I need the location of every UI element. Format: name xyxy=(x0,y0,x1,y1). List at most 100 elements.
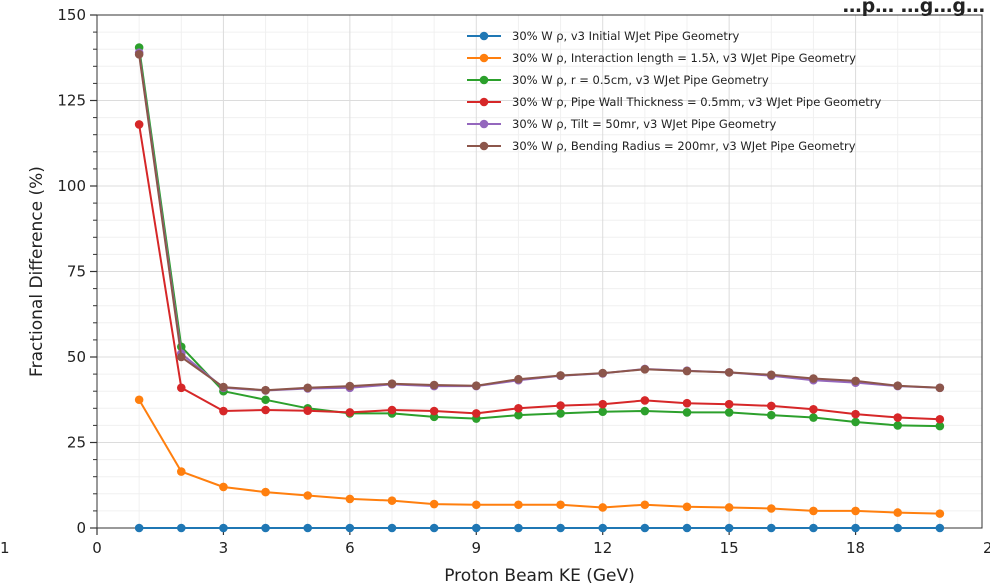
data-point xyxy=(809,405,818,414)
data-point xyxy=(893,508,903,517)
y-tick-label: 50 xyxy=(67,348,86,366)
series-line xyxy=(138,399,940,515)
data-point xyxy=(429,406,439,416)
data-point xyxy=(429,380,439,390)
data-point xyxy=(345,523,355,533)
data-point xyxy=(514,523,523,533)
y-tick-label: 25 xyxy=(67,434,86,452)
y-tick-label: 0 xyxy=(76,519,86,537)
series-line xyxy=(138,54,940,392)
y-axis-label: Fractional Difference (%) xyxy=(27,166,47,377)
x-axis-label: Proton Beam KE (GeV) xyxy=(444,566,635,585)
data-point xyxy=(766,410,776,420)
data-point xyxy=(134,120,144,129)
data-point xyxy=(766,401,776,411)
data-point xyxy=(134,523,144,533)
data-point xyxy=(429,499,439,509)
data-point xyxy=(556,409,565,418)
chart-title: …p… …g…g… xyxy=(843,0,985,17)
y-tick-label: 100 xyxy=(57,177,86,195)
legend-marker xyxy=(479,97,489,107)
data-point xyxy=(176,352,186,362)
data-point xyxy=(724,399,734,409)
legend-marker xyxy=(479,119,489,129)
series-line xyxy=(138,124,940,421)
data-point xyxy=(809,523,818,533)
data-point xyxy=(851,523,860,533)
data-point xyxy=(724,523,734,533)
legend-label: 30% W ρ, r = 0.5cm, v3 WJet Pipe Geometr… xyxy=(512,73,769,87)
data-point xyxy=(893,381,903,391)
data-point xyxy=(640,523,650,533)
series-line xyxy=(138,47,940,428)
data-point xyxy=(809,506,818,516)
y-tick-label: 150 xyxy=(57,6,86,24)
legend-marker xyxy=(479,141,489,151)
series-2 xyxy=(134,395,945,518)
data-point xyxy=(345,408,355,417)
legend-label: 30% W ρ, v3 Initial WJet Pipe Geometry xyxy=(512,29,740,43)
data-point xyxy=(682,398,692,408)
data-point xyxy=(387,405,397,415)
data-point xyxy=(134,395,144,405)
data-point xyxy=(809,374,818,383)
data-point xyxy=(640,500,650,510)
legend-item: 30% W ρ, Pipe Wall Thickness = 0.5mm, v3… xyxy=(467,95,882,109)
legend-marker xyxy=(479,53,489,63)
data-point xyxy=(682,523,692,533)
data-point xyxy=(134,50,144,59)
data-point xyxy=(851,376,860,386)
data-point xyxy=(345,381,355,391)
data-point xyxy=(935,421,945,431)
data-point xyxy=(471,409,481,418)
data-point xyxy=(261,487,270,497)
data-point xyxy=(303,523,313,533)
data-point xyxy=(387,523,397,533)
data-point xyxy=(556,500,565,510)
data-point xyxy=(261,523,270,533)
data-point xyxy=(261,395,270,405)
data-point xyxy=(303,491,313,500)
legend: 30% W ρ, v3 Initial WJet Pipe Geometry 30… xyxy=(467,29,882,153)
data-point xyxy=(598,503,608,512)
legend-item: 30% W ρ, Interaction length = 1.5λ, v3 W… xyxy=(467,51,856,65)
data-point xyxy=(766,370,776,380)
data-point xyxy=(219,523,228,533)
series-6 xyxy=(134,50,945,395)
legend-label: 30% W ρ, Tilt = 50mr, v3 WJet Pipe Geome… xyxy=(512,117,776,131)
data-point xyxy=(724,408,734,417)
x-tick-label: 18 xyxy=(846,539,865,557)
data-point xyxy=(682,408,692,417)
legend-marker xyxy=(479,75,489,85)
data-point xyxy=(176,467,186,476)
legend-item: 30% W ρ, Tilt = 50mr, v3 WJet Pipe Geome… xyxy=(467,117,776,131)
x-tick-label-edge-left: 1 xyxy=(0,539,10,557)
data-point xyxy=(598,399,608,409)
data-point xyxy=(387,496,397,505)
series-group xyxy=(134,43,945,533)
data-point xyxy=(176,383,186,393)
data-point xyxy=(640,365,650,374)
data-point xyxy=(514,500,523,510)
data-point xyxy=(809,413,818,422)
data-point xyxy=(935,509,945,518)
x-tick-label: 6 xyxy=(345,539,355,557)
legend-item: 30% W ρ, r = 0.5cm, v3 WJet Pipe Geometr… xyxy=(467,73,769,87)
data-point xyxy=(766,523,776,533)
data-point xyxy=(387,379,397,388)
data-point xyxy=(598,407,608,417)
data-point xyxy=(514,404,523,413)
y-tick-label: 75 xyxy=(67,263,86,281)
data-point xyxy=(851,417,860,427)
data-point xyxy=(935,383,945,393)
legend-marker xyxy=(479,31,489,41)
data-point xyxy=(429,523,439,533)
data-point xyxy=(935,414,945,424)
data-point xyxy=(471,523,481,533)
data-point xyxy=(556,401,565,410)
data-point xyxy=(261,405,270,415)
x-tick-label-edge-right: 21 xyxy=(983,539,990,557)
data-point xyxy=(724,503,734,512)
legend-label: 30% W ρ, Interaction length = 1.5λ, v3 W… xyxy=(512,51,856,65)
